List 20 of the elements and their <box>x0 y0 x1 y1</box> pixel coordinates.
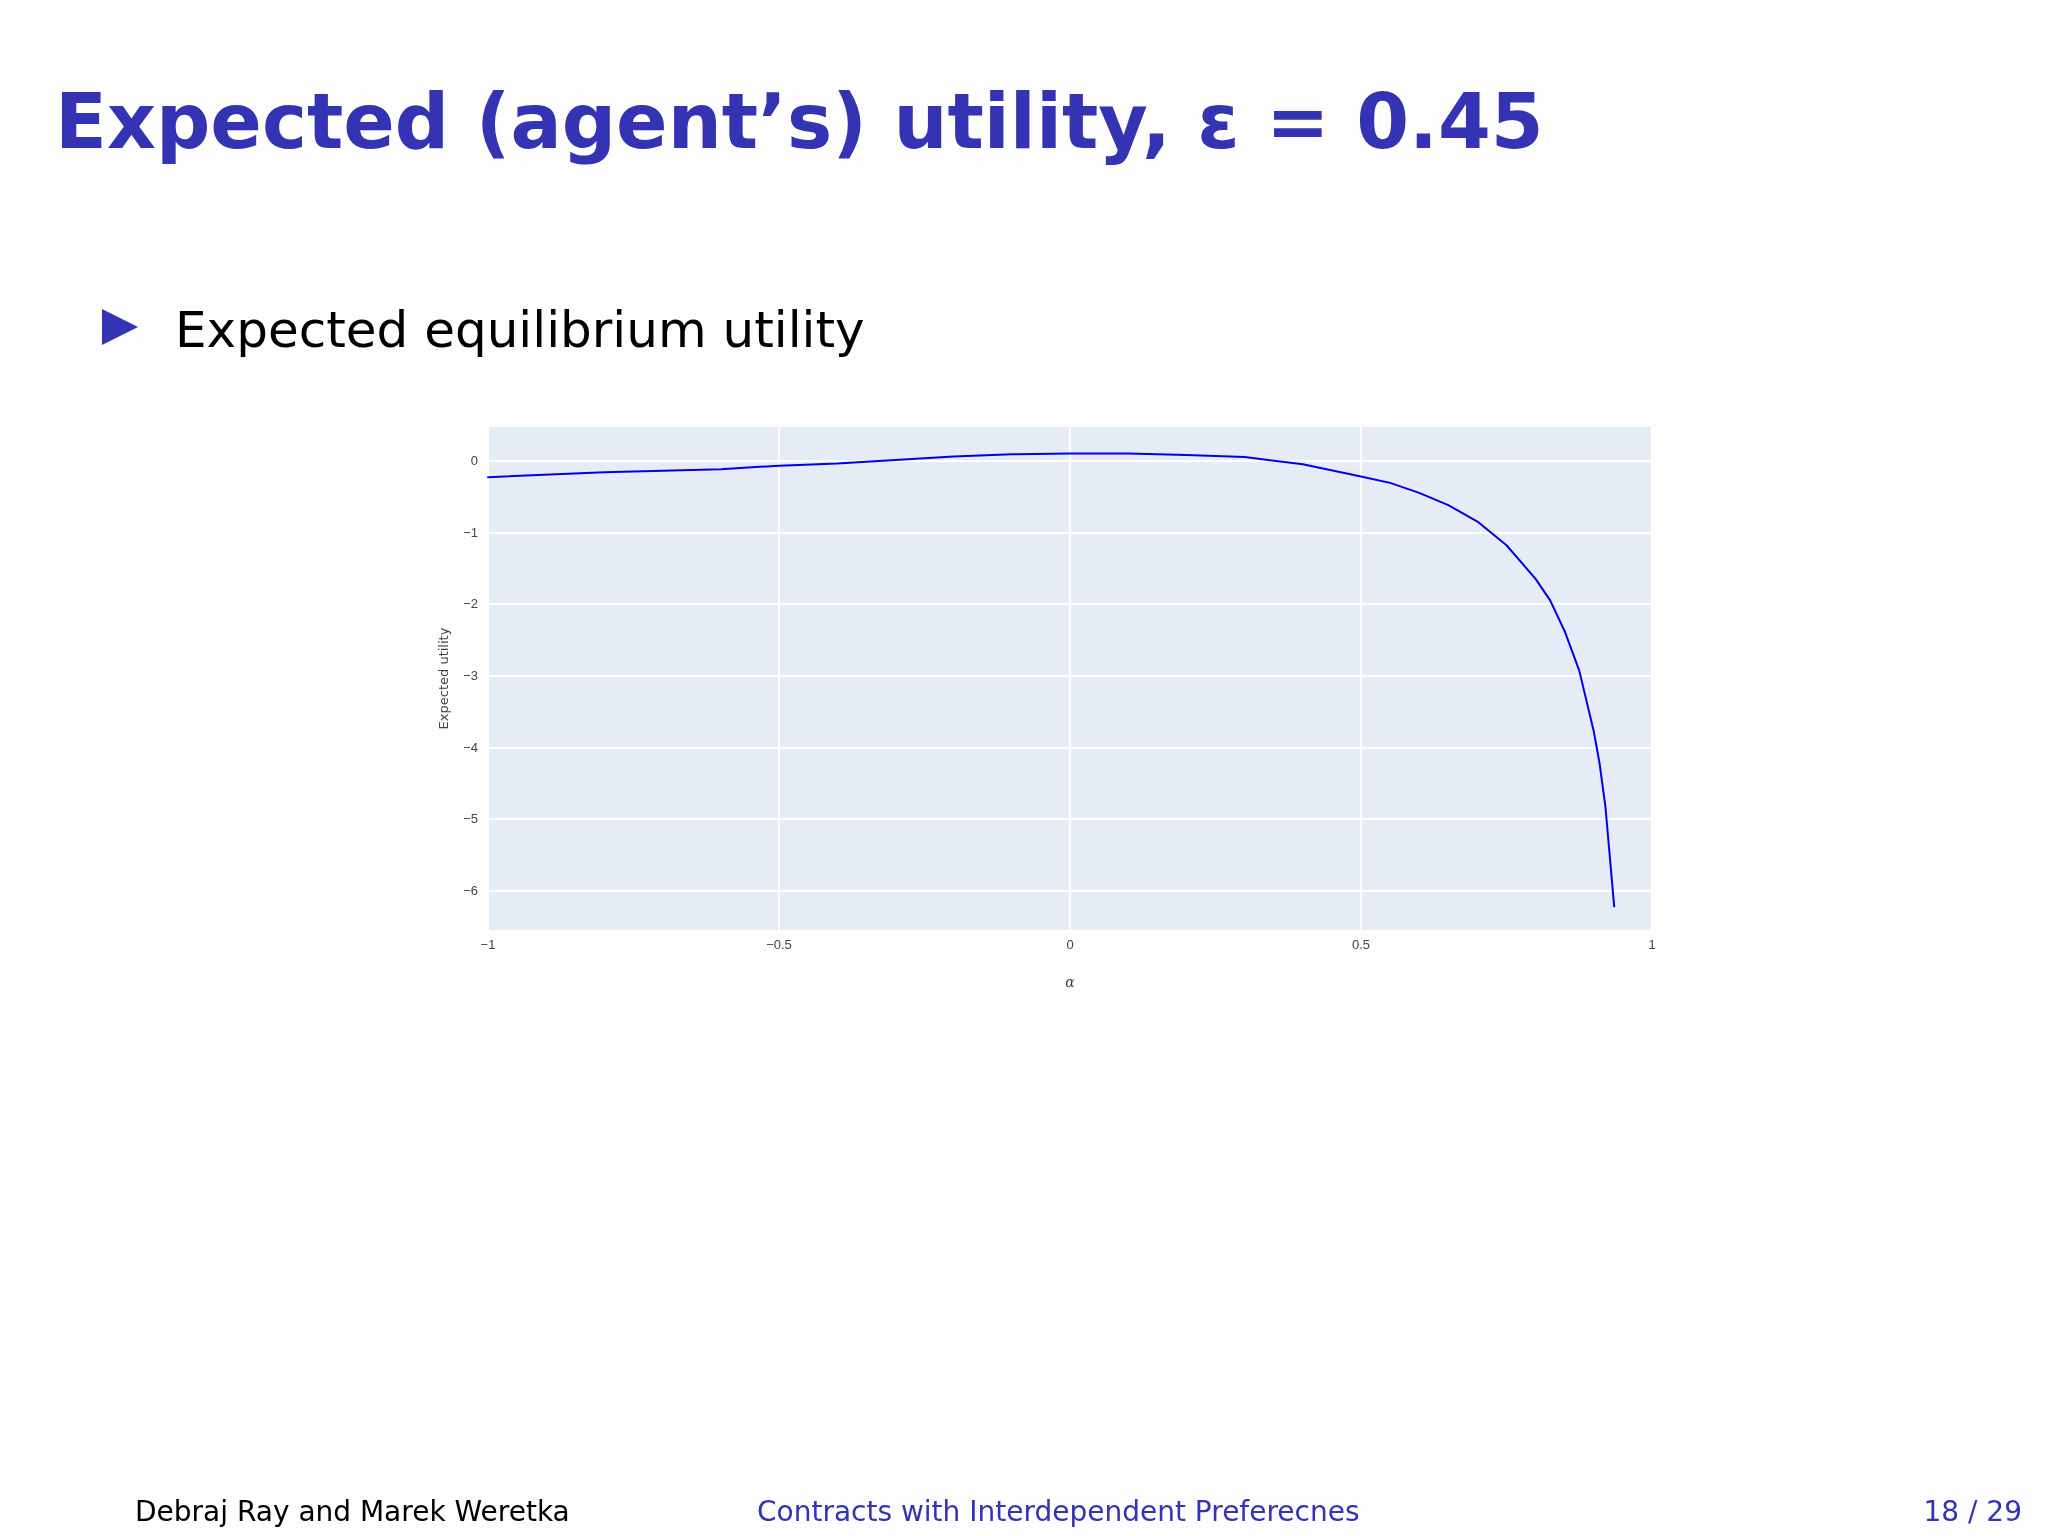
y-tick-label: 0 <box>470 453 478 469</box>
x-tick-label: −1 <box>480 937 496 952</box>
text: Contracts with Interdependent Preferecnes <box>757 1494 1360 1528</box>
x-tick-label: 0.5 <box>1351 937 1371 952</box>
y-tick-label: −5 <box>463 811 478 827</box>
y-tick-label: −2 <box>463 596 478 612</box>
x-axis-title: α <box>1065 974 1076 990</box>
chart-subtitle: Expected equilibrium utility <box>175 301 865 359</box>
chart-title: Expected (agent’s) utility, ε = 0.45 <box>55 76 1544 166</box>
y-axis-title: Expected utility <box>436 627 451 730</box>
y-tick-label: −6 <box>463 883 478 899</box>
y-tick-label: −4 <box>463 739 478 755</box>
text: Debraj Ray and Marek Weretka <box>135 1494 570 1528</box>
x-tick-label: 1 <box>1648 937 1656 952</box>
x-tick-label: −0.5 <box>766 937 792 952</box>
text: 18 / 29 <box>1923 1494 2023 1528</box>
y-tick-label: −3 <box>463 668 478 684</box>
y-tick-label: −1 <box>463 524 478 540</box>
line-series <box>487 452 1616 908</box>
x-tick-label: 0 <box>1066 937 1074 952</box>
